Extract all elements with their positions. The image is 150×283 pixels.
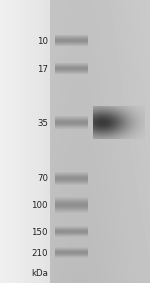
Text: 150: 150 [32, 228, 48, 237]
Text: 10: 10 [37, 37, 48, 46]
Text: 70: 70 [37, 174, 48, 183]
Text: 35: 35 [37, 119, 48, 128]
Text: 17: 17 [37, 65, 48, 74]
Text: 210: 210 [32, 249, 48, 258]
Text: 100: 100 [32, 201, 48, 210]
Text: kDa: kDa [31, 269, 48, 278]
